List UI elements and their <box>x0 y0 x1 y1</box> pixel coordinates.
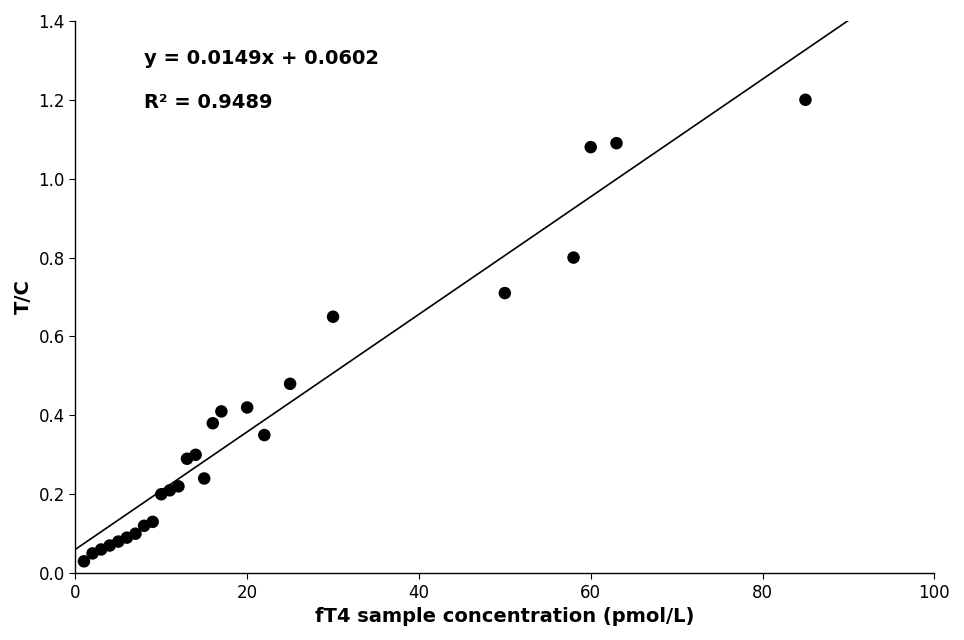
Point <box>256 430 272 440</box>
Point <box>188 450 203 460</box>
Y-axis label: T/C: T/C <box>13 280 33 314</box>
Point <box>94 545 109 555</box>
Point <box>282 379 298 389</box>
Point <box>497 288 513 298</box>
Point <box>145 516 160 527</box>
Point <box>85 548 100 559</box>
Point <box>179 454 195 464</box>
Point <box>128 529 144 539</box>
Point <box>153 489 169 499</box>
Point <box>197 474 212 484</box>
Text: y = 0.0149x + 0.0602: y = 0.0149x + 0.0602 <box>144 49 379 67</box>
X-axis label: fT4 sample concentration (pmol/L): fT4 sample concentration (pmol/L) <box>315 607 694 626</box>
Point <box>111 536 126 547</box>
Point <box>136 521 151 531</box>
Point <box>214 406 229 417</box>
Point <box>583 142 599 152</box>
Point <box>162 485 177 495</box>
Point <box>325 312 340 322</box>
Point <box>120 532 135 543</box>
Text: R² = 0.9489: R² = 0.9489 <box>144 93 273 112</box>
Point <box>76 556 92 566</box>
Point <box>609 138 625 148</box>
Point <box>171 481 186 492</box>
Point <box>566 252 581 262</box>
Point <box>239 403 254 413</box>
Point <box>205 418 221 428</box>
Point <box>102 540 118 550</box>
Point <box>798 95 814 105</box>
